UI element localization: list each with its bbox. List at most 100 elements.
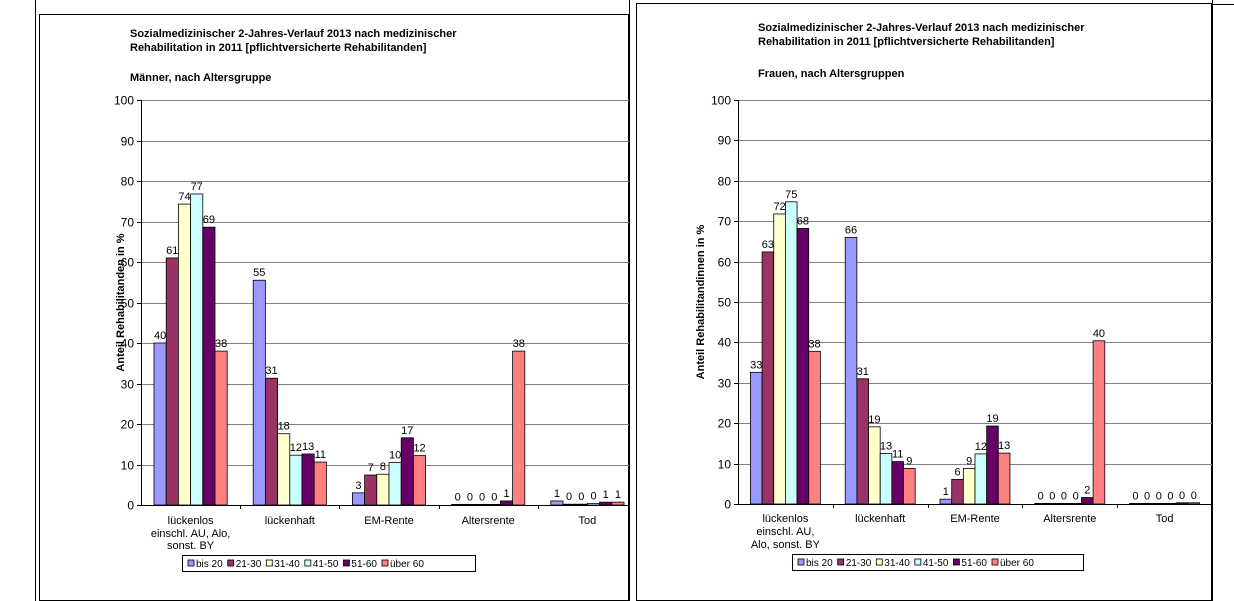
bar-über-60 — [512, 350, 526, 506]
legend-label: 21-30 — [236, 559, 262, 570]
legend-swatch-bis-20 — [187, 559, 195, 567]
data-label: 9 — [966, 455, 972, 467]
data-label: 31 — [857, 366, 869, 378]
bar-bis-20 — [750, 371, 763, 505]
bar-21-30 — [1046, 502, 1059, 505]
bar-bis-20 — [939, 498, 953, 505]
x-category-label: lückenlos — [168, 515, 214, 527]
y-axis-label: Anteil Rehabilitandinnen in % — [695, 224, 707, 379]
chart-subtitle: Männer, nach Altersgruppe — [130, 72, 271, 84]
bar-51-60 — [301, 453, 315, 506]
data-label: 40 — [154, 330, 166, 342]
y-tick-label: 40 — [718, 336, 732, 350]
x-category-label: sonst. BY — [167, 540, 215, 552]
bar-21-30 — [1140, 502, 1154, 505]
x-category-label: einschl. AU, Alo, — [151, 528, 231, 540]
bar-41-50 — [974, 453, 988, 505]
legend-box — [792, 554, 1084, 571]
bar-31-40 — [475, 503, 489, 506]
x-category-label: Tod — [579, 515, 597, 527]
bar-21-30 — [364, 474, 378, 506]
x-category-label: EM-Rente — [364, 515, 414, 527]
y-tick-label: 30 — [718, 377, 732, 391]
legend-swatch-21-30 — [227, 559, 235, 567]
legend-label: 31-40 — [884, 558, 910, 569]
legend-swatch-über-60 — [991, 558, 999, 566]
legend-label: über 60 — [390, 559, 424, 570]
data-label: 0 — [1179, 490, 1185, 502]
y-tick-label: 100 — [711, 94, 731, 108]
bar-41-50 — [879, 453, 893, 505]
chart-title-line-2: Rehabilitation in 2011 [pflichtversicher… — [130, 42, 427, 54]
x-category-label: Tod — [1156, 513, 1174, 525]
data-label: 12 — [975, 441, 987, 453]
y-tick-label: 60 — [718, 256, 732, 270]
data-label: 6 — [954, 466, 960, 478]
data-label: 68 — [797, 215, 809, 227]
y-axis-label: Anteil Rehabilitanden in % — [115, 233, 127, 371]
legend-label: über 60 — [1000, 558, 1034, 569]
y-tick-label: 60 — [121, 256, 135, 270]
bar-51-60 — [202, 226, 216, 506]
bar-41-50 — [388, 462, 402, 506]
data-label: 72 — [773, 201, 785, 213]
bar-31-40 — [177, 203, 192, 506]
bar-51-60 — [796, 228, 810, 505]
bar-41-50 — [587, 502, 601, 506]
legend-label: bis 20 — [196, 559, 223, 570]
y-tick-label: 0 — [127, 499, 134, 513]
bar-31-40 — [773, 213, 786, 505]
bar-51-60 — [891, 461, 904, 505]
data-label: 9 — [906, 455, 912, 467]
legend-swatch-51-60 — [953, 558, 960, 566]
chart-panel-maenner: Sozialmedizinischer 2-Jahres-Verlauf 201… — [36, 0, 629, 601]
data-label: 63 — [762, 239, 774, 251]
data-label: 40 — [1093, 328, 1105, 340]
data-label: 10 — [389, 449, 401, 461]
bar-51-60 — [986, 425, 999, 505]
chart-frauen: Sozialmedizinischer 2-Jahres-Verlauf 201… — [636, 3, 1212, 601]
data-label: 8 — [380, 461, 386, 473]
bar-bis-20 — [153, 342, 167, 506]
chart-title-line-1: Sozialmedizinischer 2-Jahres-Verlauf 201… — [758, 22, 1085, 34]
bar-41-50 — [1164, 502, 1177, 505]
data-label: 38 — [215, 338, 227, 350]
data-label: 13 — [880, 441, 892, 453]
bar-51-60 — [500, 500, 514, 506]
y-tick-label: 30 — [121, 378, 135, 392]
data-label: 18 — [278, 421, 290, 433]
top-right-border — [1212, 4, 1234, 5]
legend-label: 31-40 — [274, 559, 300, 570]
bar-über-60 — [214, 350, 228, 506]
legend-label: 41-50 — [313, 559, 339, 570]
y-tick-label: 50 — [121, 297, 135, 311]
bar-über-60 — [808, 350, 821, 505]
bar-31-40 — [962, 468, 976, 505]
y-tick-label: 100 — [114, 94, 134, 108]
data-label: 1 — [603, 489, 609, 501]
legend-swatch-51-60 — [343, 559, 350, 567]
y-tick-label: 10 — [718, 458, 732, 472]
data-label: 1 — [554, 488, 560, 500]
data-label: 0 — [467, 491, 473, 503]
legend-label: 51-60 — [961, 558, 987, 569]
right-border — [1212, 0, 1213, 601]
x-category-label: lückenhaft — [265, 515, 315, 527]
data-label: 11 — [892, 449, 903, 461]
data-label: 13 — [302, 441, 314, 453]
data-label: 0 — [590, 490, 596, 502]
bar-21-30 — [165, 257, 179, 506]
legend-swatch-41-50 — [304, 559, 312, 567]
x-category-label: Alo, sonst. BY — [751, 539, 821, 551]
bar-21-30 — [951, 478, 964, 505]
bar-bis-20 — [550, 500, 564, 506]
bar-41-50 — [190, 193, 204, 506]
bar-21-30 — [264, 377, 278, 506]
data-label: 0 — [1061, 490, 1067, 502]
legend-label: bis 20 — [806, 558, 833, 569]
legend-box — [182, 555, 476, 572]
data-label: 19 — [868, 414, 880, 426]
data-label: 38 — [513, 338, 525, 350]
data-label: 31 — [265, 365, 277, 377]
x-category-label: einschl. AU, — [756, 526, 814, 538]
